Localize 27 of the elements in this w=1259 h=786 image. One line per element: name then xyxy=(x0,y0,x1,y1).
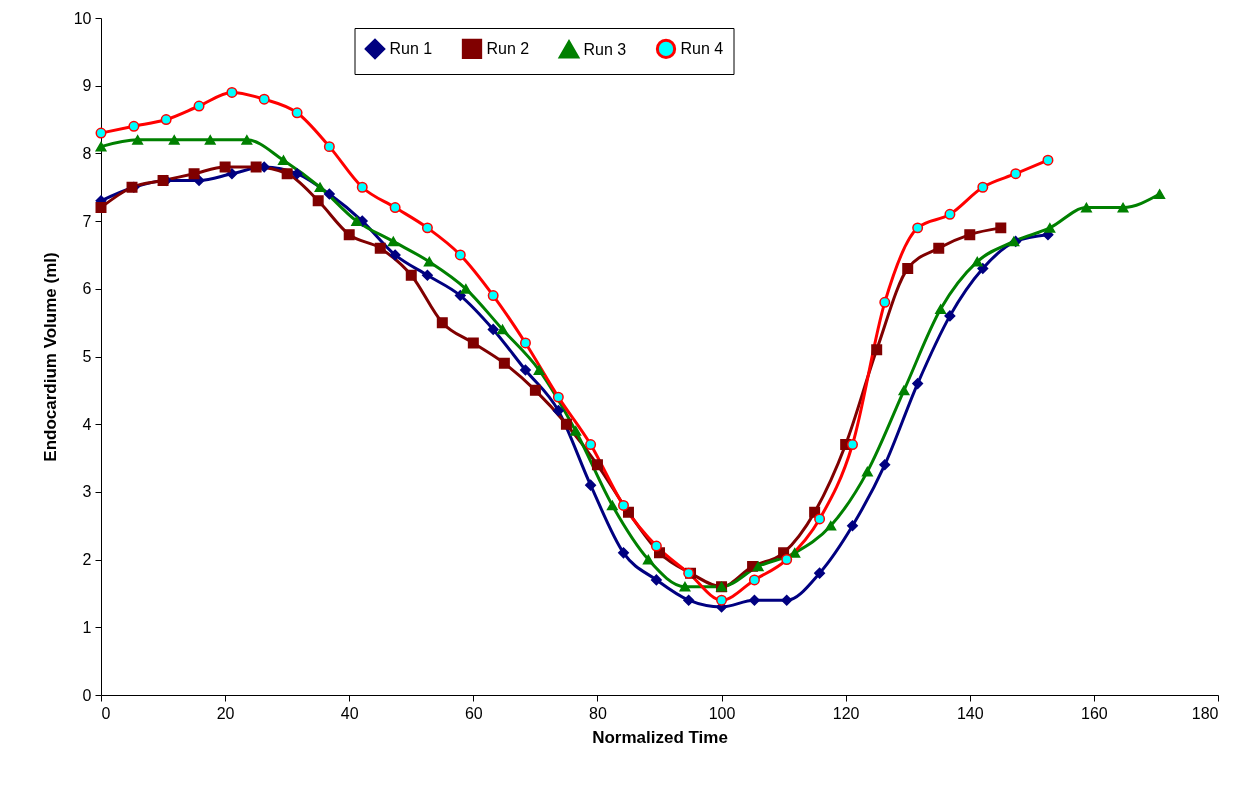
legend-label: Run 4 xyxy=(680,39,724,57)
x-axis-title: Normalized Time xyxy=(592,727,728,747)
y-tick-label: 8 xyxy=(82,144,92,162)
x-tick-label: 0 xyxy=(101,704,111,722)
y-tick-label: 0 xyxy=(82,686,92,704)
y-tick-label: 1 xyxy=(82,618,92,636)
y-tick-label: 5 xyxy=(82,348,92,365)
x-tick-label: 20 xyxy=(216,704,235,722)
y-tick-label: 6 xyxy=(82,280,92,298)
x-tick-label: 140 xyxy=(956,704,984,722)
legend-label: Run 2 xyxy=(486,39,530,57)
x-tick-label: 180 xyxy=(1191,704,1219,722)
x-tick-label: 100 xyxy=(708,704,736,722)
y-tick-label: 10 xyxy=(73,9,92,27)
x-tick-label: 80 xyxy=(589,704,607,722)
x-tick-label: 60 xyxy=(464,704,483,722)
x-tick-label: 40 xyxy=(340,704,359,722)
y-tick-label: 3 xyxy=(82,483,92,501)
legend-label: Run 3 xyxy=(583,40,627,58)
x-tick-label: 120 xyxy=(832,704,860,722)
y-tick-label: 9 xyxy=(82,77,92,95)
y-tick-label: 2 xyxy=(82,551,92,569)
y-axis-title: Endocardium Volume (ml) xyxy=(40,252,60,462)
x-tick-label: 160 xyxy=(1081,704,1108,722)
y-tick-label: 7 xyxy=(82,212,92,230)
legend-label: Run 1 xyxy=(389,39,433,57)
y-tick-label: 4 xyxy=(82,415,92,433)
